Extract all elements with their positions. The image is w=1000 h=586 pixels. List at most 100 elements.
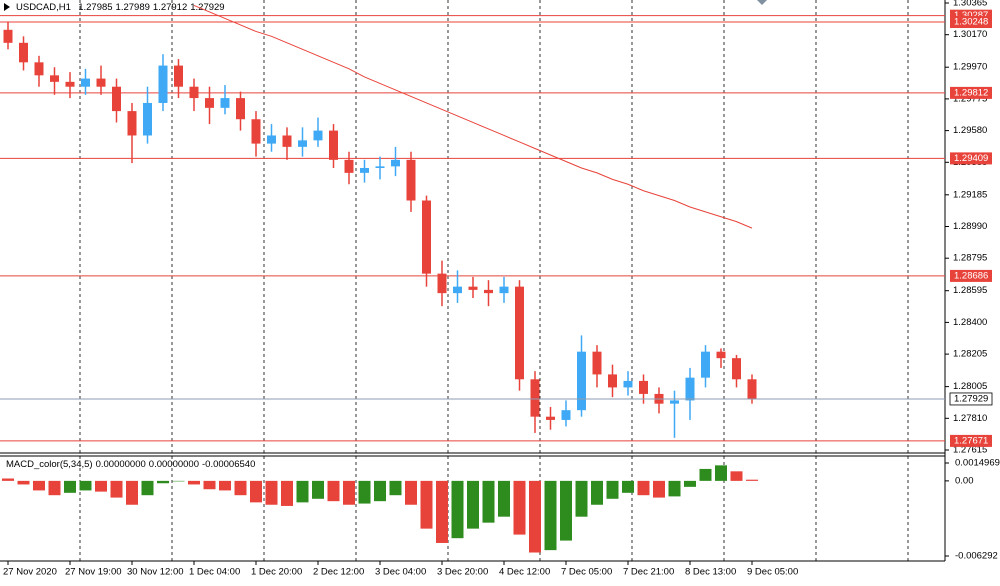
- candle-body: [251, 119, 261, 144]
- x-tick-label: 27 Nov 2020: [3, 567, 57, 578]
- y-tick-label: 1.28400: [953, 317, 987, 328]
- macd-bar: [544, 480, 557, 551]
- y-tick-label: -0.006292: [955, 551, 998, 562]
- macd-bar: [451, 480, 464, 539]
- macd-bar: [668, 480, 681, 497]
- macd-bar: [79, 480, 92, 491]
- level-label-box: [950, 86, 992, 99]
- candle-body: [716, 351, 726, 359]
- candle-body: [701, 351, 710, 378]
- candle-body: [329, 130, 338, 160]
- macd-bar: [203, 480, 216, 490]
- ohlc-value: 1.27989: [116, 2, 150, 13]
- marker: [757, 0, 767, 5]
- macd-bar: [141, 480, 154, 496]
- x-tick-label: 2 Dec 12:00: [313, 567, 364, 578]
- level-label: 1.29409: [954, 153, 988, 164]
- level-label-box: [950, 152, 992, 165]
- x-tick-label: 3 Dec 20:00: [437, 567, 488, 578]
- candle-body: [375, 166, 385, 168]
- candle-body: [360, 167, 369, 173]
- candle-body: [670, 400, 679, 404]
- candle-body: [608, 374, 617, 388]
- macd-bar: [513, 480, 526, 535]
- x-tick-label: 1 Dec 20:00: [251, 567, 302, 578]
- candle-body: [236, 98, 245, 120]
- y-tick-label: 1.27810: [953, 413, 987, 424]
- candle-body: [205, 98, 214, 108]
- macd-bar: [281, 480, 293, 506]
- y-tick-label: 1.27615: [953, 445, 987, 456]
- level-label: 1.27671: [954, 435, 988, 446]
- level-label-box: [950, 434, 992, 447]
- candle-body: [732, 358, 741, 380]
- candle-body: [19, 42, 28, 63]
- candle-body: [515, 286, 524, 380]
- indicator-value: 0.00000000: [149, 459, 199, 470]
- macd-bar: [265, 480, 278, 505]
- macd-bar: [715, 465, 727, 481]
- x-tick-label: 1 Dec 04:00: [189, 567, 240, 578]
- x-tick-label: 7 Dec 21:00: [623, 567, 674, 578]
- macd-bar: [312, 480, 324, 499]
- macd-bar: [250, 480, 262, 503]
- x-tick-label: 9 Dec 05:00: [747, 567, 798, 578]
- price-label: 1.27929: [954, 393, 988, 404]
- macd-bar: [358, 480, 371, 504]
- macd-bar: [126, 480, 138, 505]
- macd-bar: [529, 480, 541, 553]
- macd-bar: [637, 480, 650, 496]
- candle-body: [220, 98, 230, 108]
- candle-body: [530, 379, 540, 417]
- candle-body: [453, 286, 462, 294]
- macd-bar: [219, 480, 231, 491]
- candle-body: [391, 159, 400, 167]
- candle-body: [282, 135, 292, 147]
- macd-bar: [33, 480, 45, 491]
- macd-bar: [17, 480, 30, 485]
- candle-body: [484, 289, 493, 294]
- symbol-title: USDCAD,H1 1.27985 1.27989 1.27912 1.27929: [16, 2, 225, 13]
- level-label: 1.30287: [954, 10, 988, 21]
- candle-body: [344, 159, 354, 173]
- candle-body: [422, 200, 431, 274]
- candle-body: [639, 380, 648, 394]
- y-tick-label: 0.0014969: [955, 458, 1000, 469]
- y-tick-label: 1.29970: [953, 62, 987, 73]
- indicator-name: MACD_color(5,34,5): [6, 459, 93, 470]
- candle-body: [267, 135, 276, 144]
- macd-bar: [699, 468, 712, 481]
- macd-bar: [374, 480, 386, 502]
- y-tick-label: 1.30170: [953, 29, 987, 40]
- candle-body: [81, 78, 90, 87]
- macd-bar: [296, 480, 309, 503]
- macd-bar: [389, 480, 402, 496]
- price-label-box: [949, 392, 993, 406]
- macd-bar: [420, 480, 433, 529]
- symbol: USDCAD,H1: [16, 2, 71, 13]
- candle-body: [577, 351, 586, 411]
- level-label-box: [950, 269, 992, 282]
- candle-body: [34, 62, 44, 76]
- candle-body: [747, 379, 757, 399]
- candle-body: [298, 140, 307, 147]
- level-label: 1.29812: [954, 87, 988, 98]
- y-tick-label: 1.28005: [953, 381, 987, 392]
- candle-body: [50, 75, 59, 82]
- candle-body: [437, 273, 447, 294]
- y-tick-label: 1.30365: [953, 0, 987, 9]
- ohlc-value: 1.27985: [78, 2, 112, 13]
- x-tick-label: 30 Nov 12:00: [127, 567, 184, 578]
- y-tick-label: 1.29185: [953, 189, 987, 200]
- candle-body: [189, 86, 199, 99]
- x-tick-label: 4 Dec 12:00: [499, 567, 550, 578]
- candle-body: [313, 130, 323, 141]
- ohlc-value: 1.27912: [153, 2, 187, 13]
- macd-bar: [606, 480, 619, 499]
- macd-bar: [436, 480, 448, 543]
- y-tick-label: 0.00: [955, 475, 974, 486]
- ohlc-value: 1.27929: [190, 2, 224, 13]
- symbol-icon: [4, 3, 10, 11]
- candle-body: [127, 111, 137, 136]
